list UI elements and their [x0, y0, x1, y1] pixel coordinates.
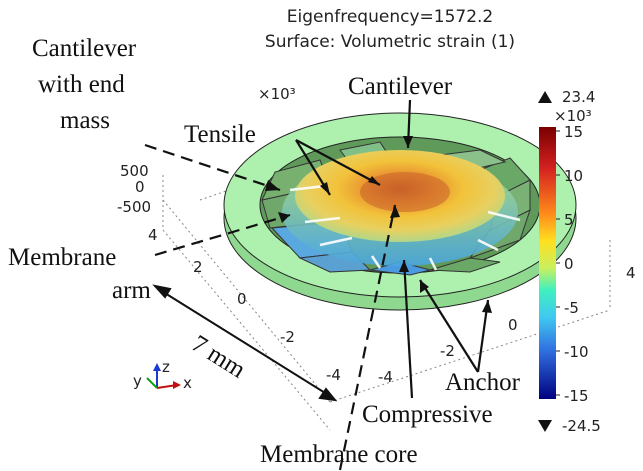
- label-membrane-core: Membrane core: [260, 441, 418, 468]
- colorbar-tick-0: 0: [564, 255, 574, 273]
- triad-y: y: [133, 372, 142, 390]
- triad-z: z: [162, 358, 170, 376]
- colorbar-up-triangle: [538, 91, 552, 103]
- colorbar-tick-10: 10: [564, 167, 583, 185]
- colorbar-tick-5: 5: [564, 211, 574, 229]
- right-tick-0: 0: [508, 316, 518, 334]
- z-tick-0: 0: [135, 178, 145, 196]
- title-eigenfrequency: Eigenfrequency=1572.2: [287, 7, 493, 27]
- z-tick-500: 500: [120, 162, 149, 180]
- colorbar-down-triangle: [538, 420, 552, 432]
- colorbar: 23.4 ×10³ 15 10 5 0 -5 -10 -15 -24.5: [538, 88, 601, 435]
- label-dimension: 7 mm: [187, 330, 251, 384]
- dimension-arrow: [152, 284, 338, 402]
- label-cantilever-end-mass-1: Cantilever: [32, 35, 137, 62]
- colorbar-multiplier: ×10³: [554, 107, 592, 125]
- label-cantilever-end-mass-3: mass: [60, 107, 110, 134]
- colorbar-min: -24.5: [562, 417, 601, 435]
- title-surface: Surface: Volumetric strain (1): [265, 32, 515, 52]
- colorbar-gradient: [539, 127, 556, 399]
- colorbar-tick-neg10: -10: [564, 343, 589, 361]
- label-cantilever-end-mass-2: with end: [38, 71, 125, 98]
- label-compressive: Compressive: [362, 401, 493, 428]
- left-tick-0: 0: [237, 290, 247, 308]
- leader-lines: [144, 99, 490, 471]
- left-tick-neg4: -4: [326, 366, 341, 384]
- triad-x: x: [183, 374, 192, 392]
- colorbar-tick-neg5: -5: [564, 299, 579, 317]
- right-edge-tick-4: 4: [626, 264, 636, 282]
- z-tick-neg500: -500: [117, 198, 151, 216]
- colorbar-tick-neg15: -15: [564, 387, 589, 405]
- label-membrane-arm-1: Membrane: [8, 244, 116, 271]
- left-tick-neg2: -2: [280, 328, 295, 346]
- leader-arrowheads: [265, 136, 492, 313]
- colorbar-max: 23.4: [562, 88, 595, 106]
- label-membrane-arm-2: arm: [112, 277, 151, 304]
- left-tick-4: 4: [148, 226, 158, 244]
- label-tensile: Tensile: [184, 121, 256, 148]
- label-cantilever: Cantilever: [348, 73, 453, 100]
- slits: [289, 184, 521, 271]
- colorbar-tick-15: 15: [564, 123, 583, 141]
- label-anchor: Anchor: [445, 369, 521, 396]
- left-tick-2: 2: [193, 258, 203, 276]
- membrane-core: [282, 150, 518, 266]
- right-tick-neg2: -2: [440, 342, 455, 360]
- right-tick-neg4: -4: [378, 368, 393, 386]
- axis-multiplier: ×10³: [258, 85, 296, 103]
- axis-triad: z y x: [133, 358, 192, 392]
